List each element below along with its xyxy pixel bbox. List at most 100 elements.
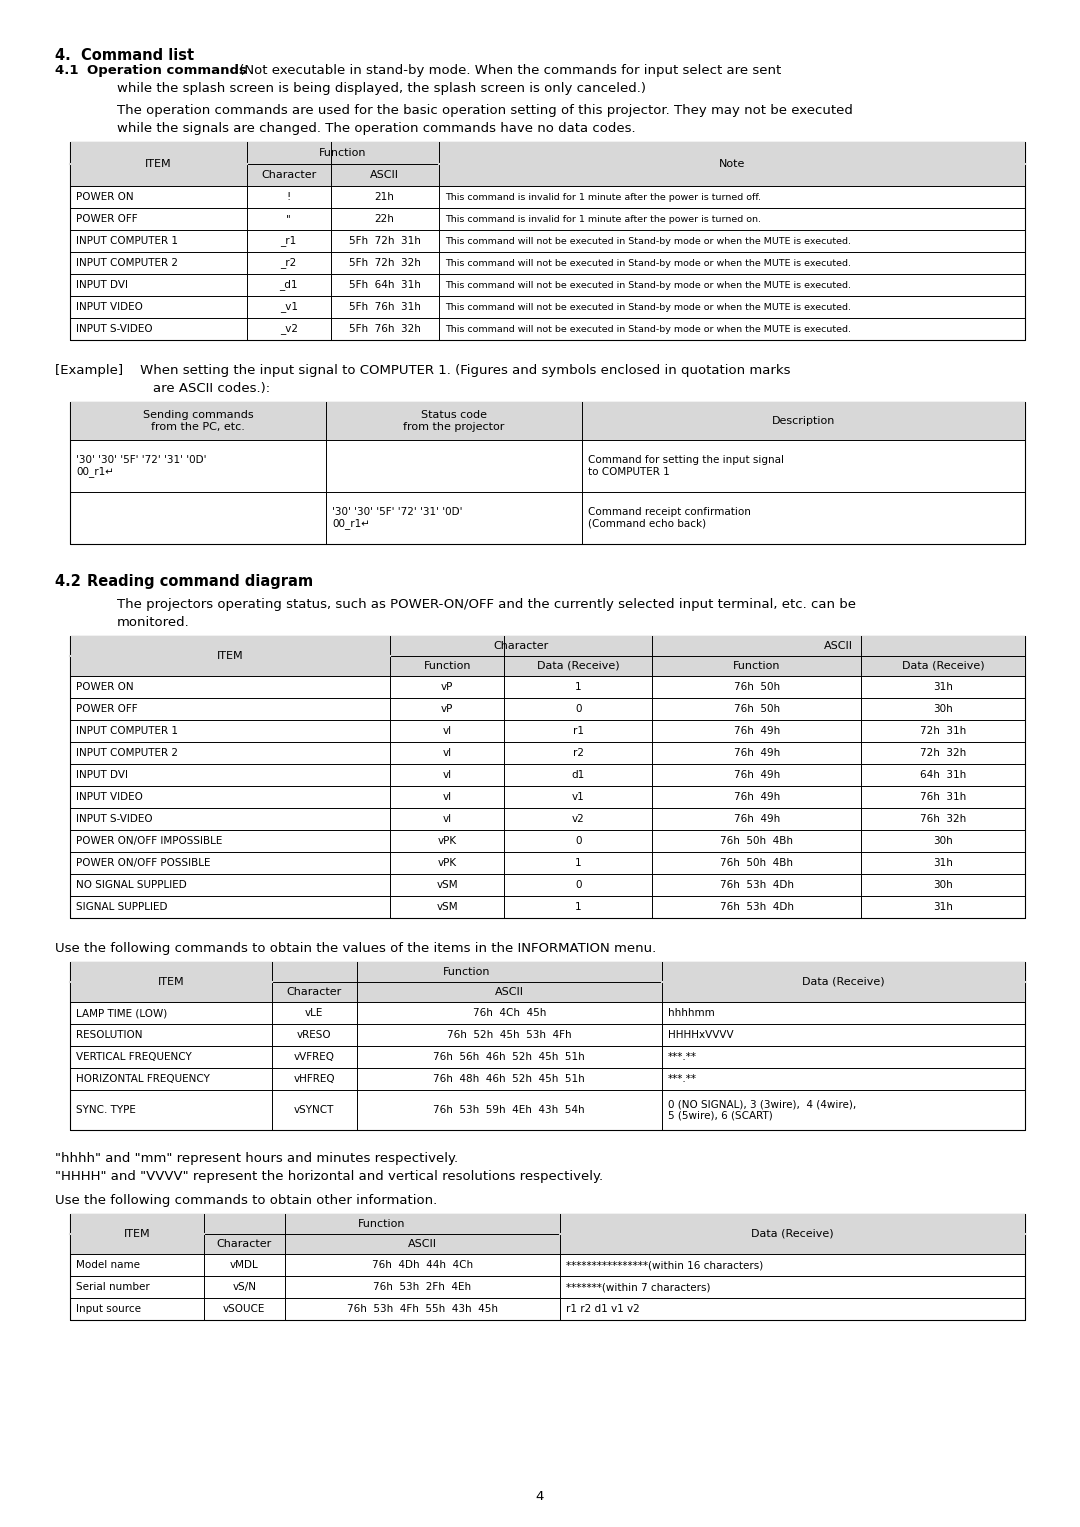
Text: v1: v1 [572, 793, 584, 802]
Text: POWER OFF: POWER OFF [76, 214, 137, 224]
Bar [70, 637, 1025, 918]
Text: 30h: 30h [933, 880, 953, 890]
Text: HORIZONTAL FREQUENCY: HORIZONTAL FREQUENCY [76, 1073, 210, 1084]
Text: Function: Function [733, 661, 781, 670]
Text: 5Fh  72h  32h: 5Fh 72h 32h [349, 258, 420, 269]
Text: 76h  50h  4Bh: 76h 50h 4Bh [720, 835, 793, 846]
Text: INPUT S-VIDEO: INPUT S-VIDEO [76, 814, 152, 825]
Text: Character: Character [261, 169, 316, 180]
Text: 5Fh  76h  31h: 5Fh 76h 31h [349, 302, 420, 312]
Text: ASCII: ASCII [824, 641, 853, 651]
Text: This command is invalid for 1 minute after the power is turned on.: This command is invalid for 1 minute aft… [445, 214, 760, 223]
Text: INPUT VIDEO: INPUT VIDEO [76, 302, 143, 312]
Text: 4.  Command list: 4. Command list [55, 47, 194, 63]
Text: INPUT COMPUTER 2: INPUT COMPUTER 2 [76, 258, 178, 269]
Text: SYNC. TYPE: SYNC. TYPE [76, 1106, 136, 1115]
Bar [70, 142, 1025, 186]
Text: vPK: vPK [437, 835, 457, 846]
Text: _r2: _r2 [281, 258, 297, 269]
Text: 76h  4Dh  44h  4Ch: 76h 4Dh 44h 4Ch [372, 1260, 473, 1270]
Text: INPUT VIDEO: INPUT VIDEO [76, 793, 143, 802]
Text: This command will not be executed in Stand-by mode or when the MUTE is executed.: This command will not be executed in Sta… [445, 302, 851, 312]
Text: vRESO: vRESO [297, 1031, 332, 1040]
Text: 76h  56h  46h  52h  45h  51h: 76h 56h 46h 52h 45h 51h [433, 1052, 585, 1061]
Text: RESOLUTION: RESOLUTION [76, 1031, 143, 1040]
Text: Character: Character [494, 641, 549, 651]
Bar [70, 982, 271, 1002]
Text: 76h  53h  4Dh: 76h 53h 4Dh [719, 880, 794, 890]
Text: '30' '30' '5F' '72' '31' '0D'
00_r1↵: '30' '30' '5F' '72' '31' '0D' 00_r1↵ [332, 507, 462, 530]
Text: [Example]    When setting the input signal to COMPUTER 1. (Figures and symbols e: [Example] When setting the input signal … [55, 363, 791, 377]
Text: ***.**: ***.** [669, 1073, 697, 1084]
Bar [662, 982, 1025, 1002]
Text: SIGNAL SUPPLIED: SIGNAL SUPPLIED [76, 902, 167, 912]
Text: v2: v2 [572, 814, 584, 825]
Text: 72h  32h: 72h 32h [920, 748, 967, 757]
Text: Data (Receive): Data (Receive) [902, 661, 984, 670]
Text: Serial number: Serial number [76, 1283, 150, 1292]
Text: 30h: 30h [933, 704, 953, 715]
Text: 22h: 22h [375, 214, 394, 224]
Text: 76h  49h: 76h 49h [733, 814, 780, 825]
Text: vSYNCT: vSYNCT [294, 1106, 334, 1115]
Text: NO SIGNAL SUPPLIED: NO SIGNAL SUPPLIED [76, 880, 187, 890]
Text: 76h  4Ch  45h: 76h 4Ch 45h [473, 1008, 546, 1019]
Text: r1: r1 [572, 725, 584, 736]
Text: Function: Function [319, 148, 366, 157]
Text: 76h  53h  59h  4Eh  43h  54h: 76h 53h 59h 4Eh 43h 54h [433, 1106, 585, 1115]
Text: vSOUCE: vSOUCE [224, 1304, 266, 1315]
Text: 76h  53h  4Dh: 76h 53h 4Dh [719, 902, 794, 912]
Text: 0: 0 [576, 704, 582, 715]
Text: POWER ON/OFF IMPOSSIBLE: POWER ON/OFF IMPOSSIBLE [76, 835, 222, 846]
Text: HHHHxVVVV: HHHHxVVVV [669, 1031, 733, 1040]
Text: ASCII: ASCII [370, 169, 400, 180]
Text: vI: vI [443, 770, 451, 780]
Text: 76h  53h  2Fh  4Eh: 76h 53h 2Fh 4Eh [374, 1283, 472, 1292]
Text: ASCII: ASCII [495, 986, 524, 997]
Text: Input source: Input source [76, 1304, 141, 1315]
Text: 1: 1 [576, 683, 582, 692]
Text: The projectors operating status, such as POWER-ON/OFF and the currently selected: The projectors operating status, such as… [117, 599, 856, 611]
Text: ITEM: ITEM [123, 1229, 150, 1238]
Text: VERTICAL FREQUENCY: VERTICAL FREQUENCY [76, 1052, 192, 1061]
Text: Character: Character [286, 986, 341, 997]
Text: 4: 4 [536, 1490, 544, 1504]
Text: Use the following commands to obtain the values of the items in the INFORMATION : Use the following commands to obtain the… [55, 942, 657, 954]
Text: 76h  49h: 76h 49h [733, 748, 780, 757]
Text: 31h: 31h [933, 858, 953, 867]
Text: 76h  49h: 76h 49h [733, 793, 780, 802]
Text: This command will not be executed in Stand-by mode or when the MUTE is executed.: This command will not be executed in Sta… [445, 325, 851, 333]
Text: Note: Note [718, 159, 745, 169]
Text: "HHHH" and "VVVV" represent the horizontal and vertical resolutions respectively: "HHHH" and "VVVV" represent the horizont… [55, 1170, 603, 1183]
Text: 76h  52h  45h  53h  4Fh: 76h 52h 45h 53h 4Fh [447, 1031, 571, 1040]
Text: Data (Receive): Data (Receive) [537, 661, 620, 670]
Bar [70, 637, 1025, 676]
Bar [438, 163, 1025, 186]
Text: ITEM: ITEM [158, 977, 184, 986]
Text: 1: 1 [576, 858, 582, 867]
Text: Reading command diagram: Reading command diagram [87, 574, 313, 589]
Text: ****************(within 16 characters): ****************(within 16 characters) [566, 1260, 764, 1270]
Text: LAMP TIME (LOW): LAMP TIME (LOW) [76, 1008, 167, 1019]
Text: vSM: vSM [436, 880, 458, 890]
Text: ": " [286, 214, 292, 224]
Text: 72h  31h: 72h 31h [920, 725, 967, 736]
Text: POWER ON: POWER ON [76, 683, 134, 692]
Text: monitored.: monitored. [117, 615, 190, 629]
Text: Data (Receive): Data (Receive) [752, 1229, 834, 1238]
Text: Data (Receive): Data (Receive) [802, 977, 885, 986]
Text: vVFREQ: vVFREQ [294, 1052, 335, 1061]
Text: hhhhmm: hhhhmm [669, 1008, 715, 1019]
Text: 30h: 30h [933, 835, 953, 846]
Text: ITEM: ITEM [145, 159, 172, 169]
Text: POWER ON/OFF POSSIBLE: POWER ON/OFF POSSIBLE [76, 858, 211, 867]
Text: 76h  49h: 76h 49h [733, 770, 780, 780]
Text: vI: vI [443, 814, 451, 825]
Text: Function: Function [443, 967, 490, 977]
Bar [70, 1214, 1025, 1254]
Text: 76h  49h: 76h 49h [733, 725, 780, 736]
Text: INPUT COMPUTER 1: INPUT COMPUTER 1 [76, 237, 178, 246]
Text: Description: Description [772, 415, 835, 426]
Text: 0: 0 [576, 880, 582, 890]
Text: 64h  31h: 64h 31h [920, 770, 967, 780]
